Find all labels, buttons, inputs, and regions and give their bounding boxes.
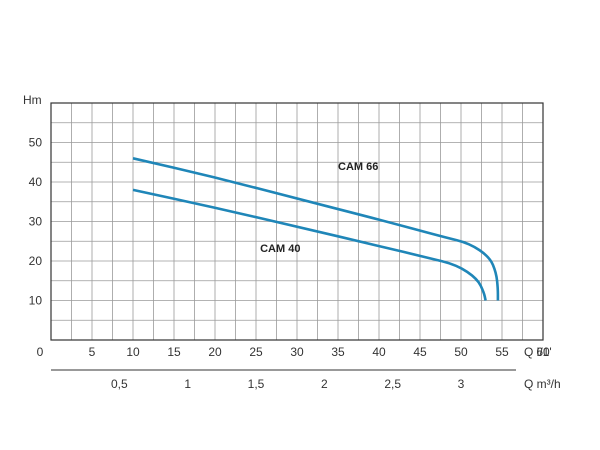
x-tick-label: 40 <box>372 345 386 359</box>
x-tick-label: 0 <box>37 345 44 359</box>
series-line-cam-66 <box>132 157 500 301</box>
x-tick-label: 50 <box>454 345 468 359</box>
series-line-cam-40 <box>132 188 487 301</box>
y-tick-label: 30 <box>29 215 43 229</box>
x-tick-label: 30 <box>290 345 304 359</box>
x-tick-label: 35 <box>331 345 345 359</box>
axes: 0 5 10 15 20 25 30 35 40 45 50 55 60 10 20 30 40 50 Hm Q l/… <box>23 93 561 391</box>
secondary-tick-label: 3 <box>458 377 465 391</box>
secondary-tick-label: 2 <box>321 377 328 391</box>
grid <box>51 103 543 340</box>
x-tick-label: 10 <box>126 345 140 359</box>
curves <box>132 157 500 301</box>
secondary-tick-label: 0,5 <box>111 377 128 391</box>
series-label-cam-40: CAM 40 <box>260 243 300 255</box>
labels: CAM 66 CAM 40 <box>260 161 378 255</box>
y-tick-label: 50 <box>29 136 43 150</box>
x-tick-label: 60 <box>536 345 550 359</box>
secondary-tick-label: 2,5 <box>384 377 401 391</box>
x-tick-label: 15 <box>167 345 181 359</box>
y-axis-label: Hm <box>23 93 42 107</box>
x-tick-label: 45 <box>413 345 427 359</box>
y-tick-label: 40 <box>29 175 43 189</box>
x-tick-label: 5 <box>89 345 96 359</box>
plot-frame <box>50 102 544 341</box>
secondary-axis-label: Q m³/h <box>524 377 561 391</box>
y-tick-label: 10 <box>29 294 43 308</box>
secondary-tick-label: 1,5 <box>248 377 265 391</box>
series-label-cam-66: CAM 66 <box>338 161 378 173</box>
x-tick-label: 25 <box>249 345 263 359</box>
x-tick-label: 55 <box>495 345 509 359</box>
secondary-tick-label: 1 <box>184 377 191 391</box>
y-tick-label: 20 <box>29 254 43 268</box>
x-axis-label: Q l/1' <box>524 345 552 359</box>
x-tick-label: 20 <box>208 345 222 359</box>
